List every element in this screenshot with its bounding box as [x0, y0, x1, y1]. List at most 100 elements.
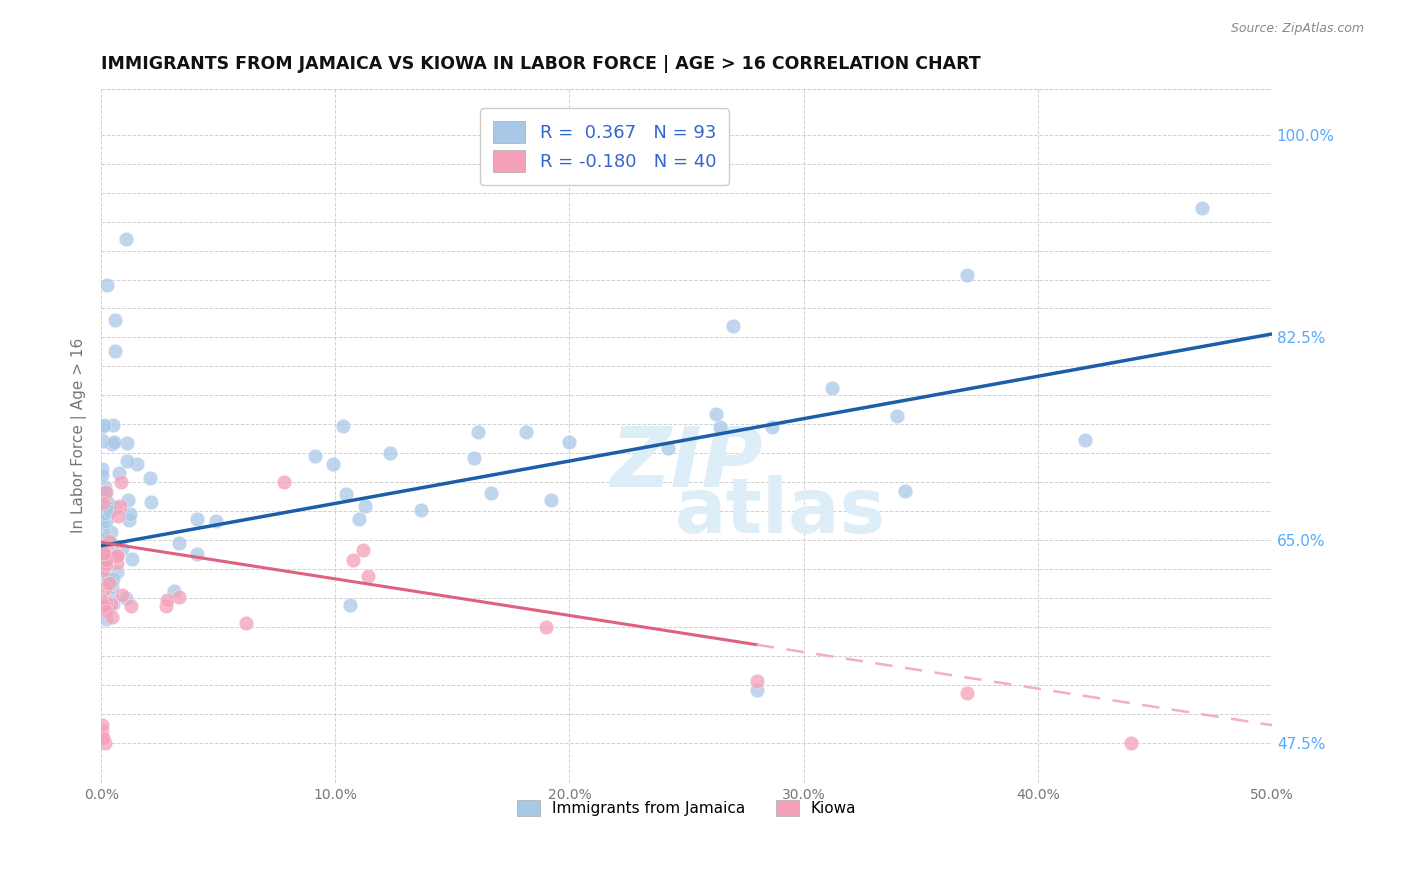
- Point: [127, 458, 149, 472]
- Point: [97, 496, 120, 510]
- Point: [139, 495, 162, 509]
- Point: [94, 506, 117, 520]
- Point: [186, 547, 208, 561]
- Point: [94, 514, 117, 528]
- Point: [101, 572, 124, 586]
- Point: [91, 420, 114, 434]
- Point: [98, 504, 121, 518]
- Point: [105, 556, 128, 570]
- Point: [111, 541, 134, 556]
- Point: [103, 597, 125, 611]
- Point: [104, 313, 127, 327]
- Point: [411, 503, 433, 517]
- Point: [96, 485, 118, 500]
- Point: [155, 599, 177, 614]
- Point: [93, 524, 115, 538]
- Point: [115, 454, 138, 468]
- Point: [108, 499, 131, 513]
- Point: [105, 549, 128, 564]
- Point: [98, 534, 121, 549]
- Point: [91, 731, 114, 746]
- Point: [108, 466, 131, 480]
- Point: [93, 553, 115, 567]
- Point: [353, 500, 375, 514]
- Point: [94, 611, 117, 625]
- Point: [121, 552, 143, 566]
- Point: [100, 437, 122, 451]
- Point: [205, 514, 228, 528]
- Point: [94, 484, 117, 499]
- Point: [540, 493, 562, 508]
- Point: [91, 462, 114, 476]
- Point: [94, 604, 117, 618]
- Point: [93, 563, 115, 577]
- Point: [93, 546, 115, 560]
- Point: [100, 591, 122, 606]
- Point: [91, 546, 114, 560]
- Point: [93, 555, 115, 569]
- Point: [91, 718, 114, 732]
- Point: [162, 584, 184, 599]
- Point: [467, 425, 489, 439]
- Point: [886, 409, 908, 423]
- Point: [745, 673, 768, 688]
- Point: [94, 547, 117, 561]
- Point: [115, 232, 138, 246]
- Point: [347, 512, 370, 526]
- Point: [304, 449, 326, 463]
- Point: [110, 475, 132, 489]
- Point: [332, 419, 354, 434]
- Point: [90, 593, 112, 607]
- Point: [342, 553, 364, 567]
- Point: [156, 593, 179, 607]
- Point: [97, 572, 120, 586]
- Point: [93, 418, 115, 433]
- Point: [115, 436, 138, 450]
- Point: [90, 723, 112, 738]
- Point: [273, 475, 295, 489]
- Point: [186, 512, 208, 526]
- Point: [479, 486, 502, 500]
- Point: [100, 525, 122, 540]
- Point: [104, 343, 127, 358]
- Point: [103, 500, 125, 514]
- Point: [93, 599, 115, 613]
- Point: [90, 571, 112, 585]
- Point: [90, 498, 112, 512]
- Point: [463, 450, 485, 465]
- Point: [93, 480, 115, 494]
- Point: [91, 434, 114, 448]
- Point: [120, 599, 142, 613]
- Legend: Immigrants from Jamaica, Kiowa: Immigrants from Jamaica, Kiowa: [509, 793, 863, 824]
- Point: [821, 381, 844, 395]
- Point: [94, 558, 117, 572]
- Point: [94, 581, 117, 595]
- Point: [91, 496, 114, 510]
- Text: IMMIGRANTS FROM JAMAICA VS KIOWA IN LABOR FORCE | AGE > 16 CORRELATION CHART: IMMIGRANTS FROM JAMAICA VS KIOWA IN LABO…: [101, 55, 981, 73]
- Point: [111, 588, 134, 602]
- Text: Source: ZipAtlas.com: Source: ZipAtlas.com: [1230, 22, 1364, 36]
- Point: [100, 597, 122, 611]
- Point: [101, 580, 124, 594]
- Point: [117, 492, 139, 507]
- Point: [761, 419, 783, 434]
- Point: [1191, 201, 1213, 215]
- Point: [709, 420, 731, 434]
- Point: [96, 553, 118, 567]
- Point: [352, 543, 374, 558]
- Point: [90, 515, 112, 529]
- Point: [101, 417, 124, 432]
- Point: [97, 549, 120, 564]
- Point: [97, 600, 120, 615]
- Point: [94, 494, 117, 508]
- Point: [90, 568, 112, 582]
- Point: [534, 620, 557, 634]
- Point: [1073, 433, 1095, 447]
- Point: [105, 549, 128, 563]
- Point: [378, 445, 401, 459]
- Point: [956, 268, 979, 283]
- Point: [167, 590, 190, 604]
- Point: [115, 591, 138, 606]
- Point: [97, 550, 120, 565]
- Point: [100, 535, 122, 549]
